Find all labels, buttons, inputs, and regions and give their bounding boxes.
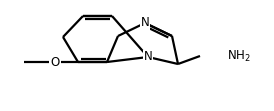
Text: NH$_2$: NH$_2$ <box>227 48 251 64</box>
Text: N: N <box>141 17 149 30</box>
Text: O: O <box>50 56 60 68</box>
Text: N: N <box>144 51 152 63</box>
